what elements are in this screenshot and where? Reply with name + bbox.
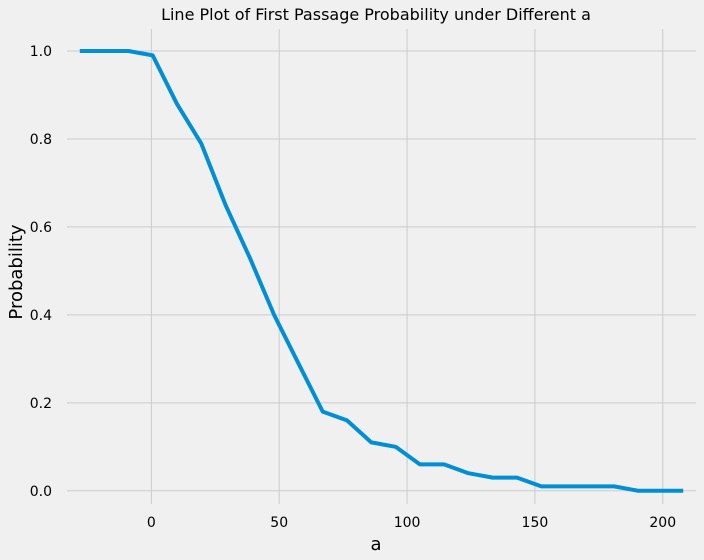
series-layer: [79, 49, 684, 493]
x-tick-label: 50: [270, 515, 288, 531]
y-tick-labels: 0.0 0.2 0.4 0.6 0.8 1.0: [30, 44, 52, 500]
y-tick-label: 0.4: [30, 308, 52, 324]
y-tick-label: 0.0: [30, 484, 52, 500]
y-tick-label: 0.8: [30, 132, 52, 148]
x-tick-label: 150: [522, 515, 549, 531]
series-line: [79, 49, 684, 493]
y-tick-label: 0.2: [30, 396, 52, 412]
y-tick-label: 1.0: [30, 44, 52, 60]
x-axis-label: a: [370, 534, 381, 555]
x-tick-label: 100: [394, 515, 421, 531]
y-tick-label: 0.6: [30, 220, 52, 236]
x-tick-label: 200: [649, 515, 676, 531]
x-tick-labels: 0 50 100 150 200: [147, 515, 676, 531]
x-tick-label: 0: [147, 515, 156, 531]
chart-title: Line Plot of First Passage Probability u…: [161, 5, 591, 24]
y-axis-label: Probability: [6, 224, 27, 319]
grid-lines: [67, 29, 696, 504]
